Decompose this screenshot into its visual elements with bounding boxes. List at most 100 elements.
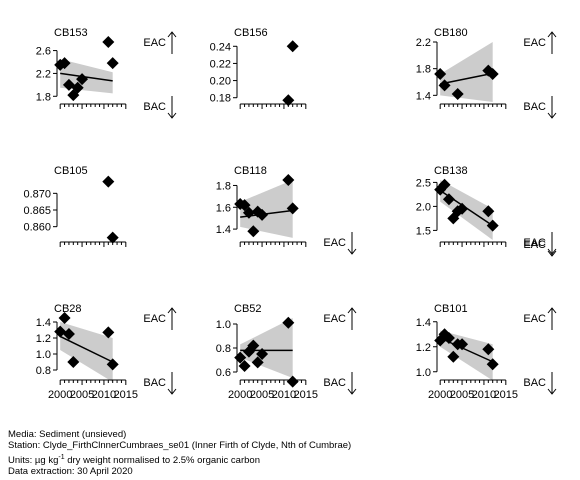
panel-title: CB153 xyxy=(54,27,88,39)
data-point xyxy=(71,81,84,94)
data-point xyxy=(447,350,460,363)
data-point xyxy=(286,202,299,215)
panel-cb118: CB118 1.4 1.6 1.8 EAC xyxy=(216,165,357,255)
arrow-down-icon xyxy=(547,234,557,257)
eac-label: EAC xyxy=(523,313,546,325)
data-point xyxy=(76,73,89,86)
chart-footer: Media: Sediment (unsieved) Station: Clyd… xyxy=(8,429,351,477)
arrow-down-icon xyxy=(347,372,357,395)
arrow-up-icon xyxy=(167,307,177,330)
data-point xyxy=(58,312,71,324)
trend-line xyxy=(440,72,493,85)
x-tick-label: 2000 xyxy=(48,389,72,401)
data-point xyxy=(282,94,295,107)
data-point xyxy=(247,339,260,352)
panel-title: CB52 xyxy=(234,303,262,315)
y-tick-label: 1.0 xyxy=(216,319,231,331)
data-point xyxy=(67,356,80,368)
data-point xyxy=(282,174,295,186)
eac-label: EAC xyxy=(143,313,166,325)
data-point xyxy=(482,205,495,218)
y-tick-label: 2.6 xyxy=(36,46,51,58)
confidence-band xyxy=(240,318,293,378)
data-point xyxy=(434,68,447,80)
y-tick-label: 1.5 xyxy=(416,225,431,237)
arrow-down-icon xyxy=(167,372,177,395)
panel-title: CB28 xyxy=(54,303,82,315)
arrow-up-icon xyxy=(167,31,177,54)
data-point xyxy=(438,79,451,92)
y-tick-label: 1.4 xyxy=(216,224,231,236)
y-tick-label: 1.2 xyxy=(36,333,51,345)
x-tick-label: 2010 xyxy=(272,389,296,401)
y-tick-label: 0.24 xyxy=(210,41,231,53)
eac-label: EAC xyxy=(523,37,546,49)
data-point xyxy=(451,88,464,100)
x-tick-label: 2000 xyxy=(228,389,252,401)
x-tick-label: 2005 xyxy=(250,389,274,401)
data-point xyxy=(486,68,499,80)
panel-title: CB101 xyxy=(434,303,468,315)
data-point xyxy=(242,206,255,219)
trend-line xyxy=(59,335,114,363)
eac-label: EAC xyxy=(323,237,346,249)
data-point xyxy=(247,225,260,238)
y-tick-label: 1.6 xyxy=(216,202,231,214)
data-point xyxy=(286,375,299,388)
panel-cb105: CB105 0.860 0.865 0.870 xyxy=(23,165,127,247)
data-point xyxy=(102,326,115,339)
data-point xyxy=(486,358,499,371)
x-tick-label: 2005 xyxy=(70,389,94,401)
arrow-down-icon xyxy=(547,372,557,395)
y-tick-label: 0.860 xyxy=(23,222,51,234)
panel-cb180: CB180 1.4 1.8 2.2 EAC BAC xyxy=(416,27,557,119)
confidence-band xyxy=(440,42,493,102)
data-point xyxy=(442,193,455,206)
bac-label: BAC xyxy=(523,377,546,389)
x-tick-label: 2015 xyxy=(494,389,518,401)
bac-label: EAC xyxy=(523,239,546,251)
data-point xyxy=(251,356,264,369)
y-tick-label: 1.8 xyxy=(216,180,231,192)
y-tick-label: 2.5 xyxy=(416,177,431,189)
panel-title: CB118 xyxy=(234,165,267,177)
y-tick-label: 1.8 xyxy=(416,64,431,76)
data-point xyxy=(282,316,295,329)
y-tick-label: 2.2 xyxy=(36,68,51,80)
data-point xyxy=(238,199,251,212)
data-point xyxy=(102,36,115,48)
eac-label: EAC xyxy=(523,237,546,249)
bac-label: BAC xyxy=(523,101,546,113)
y-tick-label: 0.865 xyxy=(23,205,51,217)
footer-station: Station: Clyde_FirthClnnerCumbraes_se01 … xyxy=(8,440,352,452)
x-tick-label: 2015 xyxy=(294,389,318,401)
x-tick-label: 2015 xyxy=(114,389,138,401)
data-point xyxy=(54,325,67,338)
data-point xyxy=(106,358,119,371)
panel-title: CB138 xyxy=(434,165,468,177)
panel-title: CB180 xyxy=(434,27,468,39)
data-point xyxy=(256,208,269,221)
eac-label: EAC xyxy=(143,37,166,49)
footer-units-superscript: -1 xyxy=(58,453,65,461)
y-tick-label: 0.18 xyxy=(210,93,231,105)
data-point xyxy=(102,175,115,188)
footer-media: Media: Sediment (unsieved) xyxy=(8,429,127,440)
panel-cb156: CB156 0.18 0.20 0.22 0.24 xyxy=(210,27,307,109)
confidence-band xyxy=(240,180,293,238)
arrow-up-icon xyxy=(547,307,557,330)
data-point xyxy=(456,202,469,215)
bac-label: BAC xyxy=(143,377,166,389)
y-tick-label: 1.4 xyxy=(36,317,51,329)
y-tick-label: 1.4 xyxy=(416,90,431,102)
data-point xyxy=(256,348,269,360)
data-point xyxy=(486,219,499,232)
y-tick-label: 1.0 xyxy=(416,367,431,379)
y-tick-label: 2.0 xyxy=(416,201,431,213)
y-tick-label: 0.20 xyxy=(210,76,231,88)
bac-label: BAC xyxy=(143,101,166,113)
y-tick-label: 1.8 xyxy=(36,91,51,103)
